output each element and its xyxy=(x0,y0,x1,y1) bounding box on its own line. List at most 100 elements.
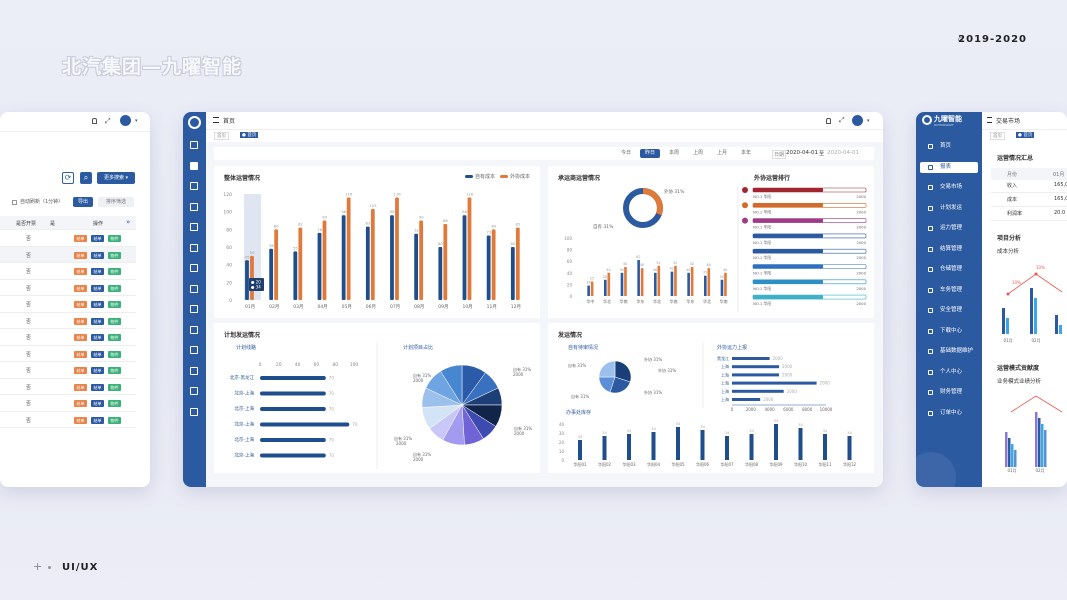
op-tag-button[interactable]: 结单 xyxy=(91,383,104,391)
crumb-home[interactable]: 首页 xyxy=(214,132,229,140)
menu-icon[interactable] xyxy=(213,117,219,123)
op-tag-button[interactable]: 结单 xyxy=(74,251,87,259)
sidebar-item[interactable]: 下载中心 xyxy=(920,326,978,337)
sidebar-nav-icon[interactable] xyxy=(190,407,198,416)
op-tag-button[interactable]: 结单 xyxy=(74,367,87,374)
menu-icon[interactable] xyxy=(987,117,992,123)
refresh-button[interactable]: ⟳ xyxy=(62,172,74,184)
op-tag-button[interactable]: 物件 xyxy=(108,301,121,308)
op-tag-button[interactable]: 物件 xyxy=(108,268,121,275)
sidebar-nav-icon[interactable] xyxy=(190,243,198,252)
date-filter-tab[interactable]: 本年 xyxy=(740,150,751,156)
sidebar-nav-icon[interactable] xyxy=(190,264,198,272)
date-filter-tab[interactable]: 本周 xyxy=(668,150,679,156)
data-label: 34 xyxy=(627,428,632,433)
bell-icon[interactable] xyxy=(92,118,97,124)
op-tag-button[interactable]: 物件 xyxy=(108,367,121,374)
sidebar-nav-icon[interactable] xyxy=(190,202,198,211)
fullscreen-icon[interactable]: ⤢ xyxy=(105,117,111,125)
op-tag-button[interactable]: 结单 xyxy=(91,284,104,292)
route-label: 北京-上海 xyxy=(234,421,254,428)
op-tag-button[interactable]: 物件 xyxy=(108,284,121,292)
op-tag-button[interactable]: 物件 xyxy=(108,350,121,358)
op-tag-button[interactable]: 物件 xyxy=(108,334,121,341)
op-tag-button[interactable]: 结单 xyxy=(91,268,104,275)
op-tag-button[interactable]: 结单 xyxy=(74,350,87,358)
sidebar-item[interactable]: 报表 xyxy=(920,161,978,173)
chevron-down-icon[interactable]: ▾ xyxy=(867,118,870,124)
right-crumb-home[interactable]: 首页 xyxy=(990,132,1005,140)
op-tag-button[interactable]: 结单 xyxy=(91,235,104,242)
op-tag-button[interactable]: 结单 xyxy=(91,301,104,308)
op-tag-button[interactable]: 物件 xyxy=(108,235,121,242)
op-tag-button[interactable]: 结单 xyxy=(74,317,87,325)
chevron-down-icon[interactable]: ▾ xyxy=(135,118,138,124)
op-tag-button[interactable]: 结单 xyxy=(74,383,87,391)
op-tag-button[interactable]: 结单 xyxy=(91,400,104,407)
auto-refresh-checkbox[interactable] xyxy=(12,200,17,205)
op-tag-button[interactable]: 物件 xyxy=(108,251,121,259)
sidebar-nav-icon[interactable] xyxy=(190,366,198,375)
date-filter-tab[interactable]: 上月 xyxy=(716,150,727,156)
x-tick-label: 02月 xyxy=(1035,468,1044,473)
sidebar-nav-icon[interactable] xyxy=(190,346,198,354)
op-tag-button[interactable]: 结单 xyxy=(91,367,104,374)
sidebar-nav-icon[interactable] xyxy=(190,182,198,190)
date-filter-tab[interactable]: 昨日 xyxy=(640,149,660,158)
op-tag-button[interactable]: 物件 xyxy=(108,416,121,424)
right-crumb-active[interactable]: ● 首页 xyxy=(1016,132,1035,138)
op-tag-button[interactable]: 结单 xyxy=(74,268,87,275)
sidebar-item[interactable]: 仓储管理 xyxy=(920,264,978,275)
export-button[interactable]: 导出 xyxy=(73,197,93,207)
date-filter-tab[interactable]: 上周 xyxy=(692,150,703,156)
bell-icon[interactable] xyxy=(826,118,831,124)
more-search-button[interactable]: 更多搜索 ▾ xyxy=(97,172,135,184)
sidebar-item[interactable]: 基础数据维护 xyxy=(920,346,978,357)
date-filter-tab[interactable]: 今日 xyxy=(620,150,631,156)
op-tag-button[interactable]: 物件 xyxy=(108,383,121,391)
op-tag-button[interactable]: 结单 xyxy=(74,284,87,292)
sidebar-item[interactable]: 财务管理 xyxy=(920,387,978,398)
sidebar-nav-icon[interactable] xyxy=(190,387,198,395)
op-tag-button[interactable]: 结单 xyxy=(74,235,87,242)
op-tag-button[interactable]: 结单 xyxy=(74,416,87,424)
op-tag-button[interactable]: 结单 xyxy=(91,317,104,325)
sidebar-item[interactable]: 车务管理 xyxy=(920,285,978,296)
tab-market[interactable]: 交易市场 xyxy=(996,118,1021,125)
op-tag-button[interactable]: 结单 xyxy=(74,334,87,341)
op-tag-button[interactable]: 结单 xyxy=(74,301,87,308)
tab-home[interactable]: 首页 xyxy=(223,118,236,125)
sidebar-nav-icon[interactable] xyxy=(190,305,198,313)
sort-button[interactable]: 排序筛选 xyxy=(98,197,134,207)
sidebar-nav-icon[interactable] xyxy=(190,325,198,334)
sidebar-nav-icon[interactable] xyxy=(190,223,198,231)
sidebar-item[interactable]: 安全管理 xyxy=(920,305,978,316)
op-tag-button[interactable]: 物件 xyxy=(108,400,121,407)
sidebar-item[interactable]: 计划发运 xyxy=(920,203,978,214)
sidebar-nav-icon[interactable] xyxy=(190,284,198,293)
sidebar-item[interactable]: 个人中心 xyxy=(920,367,978,378)
search-button[interactable]: ⌕ xyxy=(80,172,92,184)
date-from[interactable]: 2020-04-01 xyxy=(786,150,818,156)
sidebar-item[interactable]: 订单中心 xyxy=(920,408,978,419)
sidebar-nav-icon[interactable] xyxy=(190,161,198,170)
sidebar-item[interactable]: 交易市场 xyxy=(920,182,978,193)
expand-icon[interactable]: » xyxy=(126,218,131,226)
sidebar-item[interactable]: 首页 xyxy=(920,141,978,152)
avatar[interactable] xyxy=(120,115,131,126)
crumb-active[interactable]: ● 首页 xyxy=(240,132,259,138)
y-tick-label: 10 xyxy=(559,449,565,454)
fullscreen-icon[interactable]: ⤢ xyxy=(839,116,845,124)
op-tag-button[interactable]: 结单 xyxy=(91,251,104,259)
sidebar-item[interactable]: 运力管理 xyxy=(920,223,978,234)
sidebar-nav-icon[interactable] xyxy=(190,141,198,149)
op-tag-button[interactable]: 结单 xyxy=(91,416,104,424)
x-tick-label: 06月 xyxy=(366,304,376,310)
op-tag-button[interactable]: 结单 xyxy=(91,350,104,358)
op-tag-button[interactable]: 物件 xyxy=(108,317,121,325)
avatar[interactable] xyxy=(852,115,863,126)
date-to[interactable]: 2020-04-01 xyxy=(827,150,859,156)
op-tag-button[interactable]: 结单 xyxy=(91,334,104,341)
sidebar-item[interactable]: 结算管理 xyxy=(920,244,978,255)
op-tag-button[interactable]: 结单 xyxy=(74,400,87,407)
